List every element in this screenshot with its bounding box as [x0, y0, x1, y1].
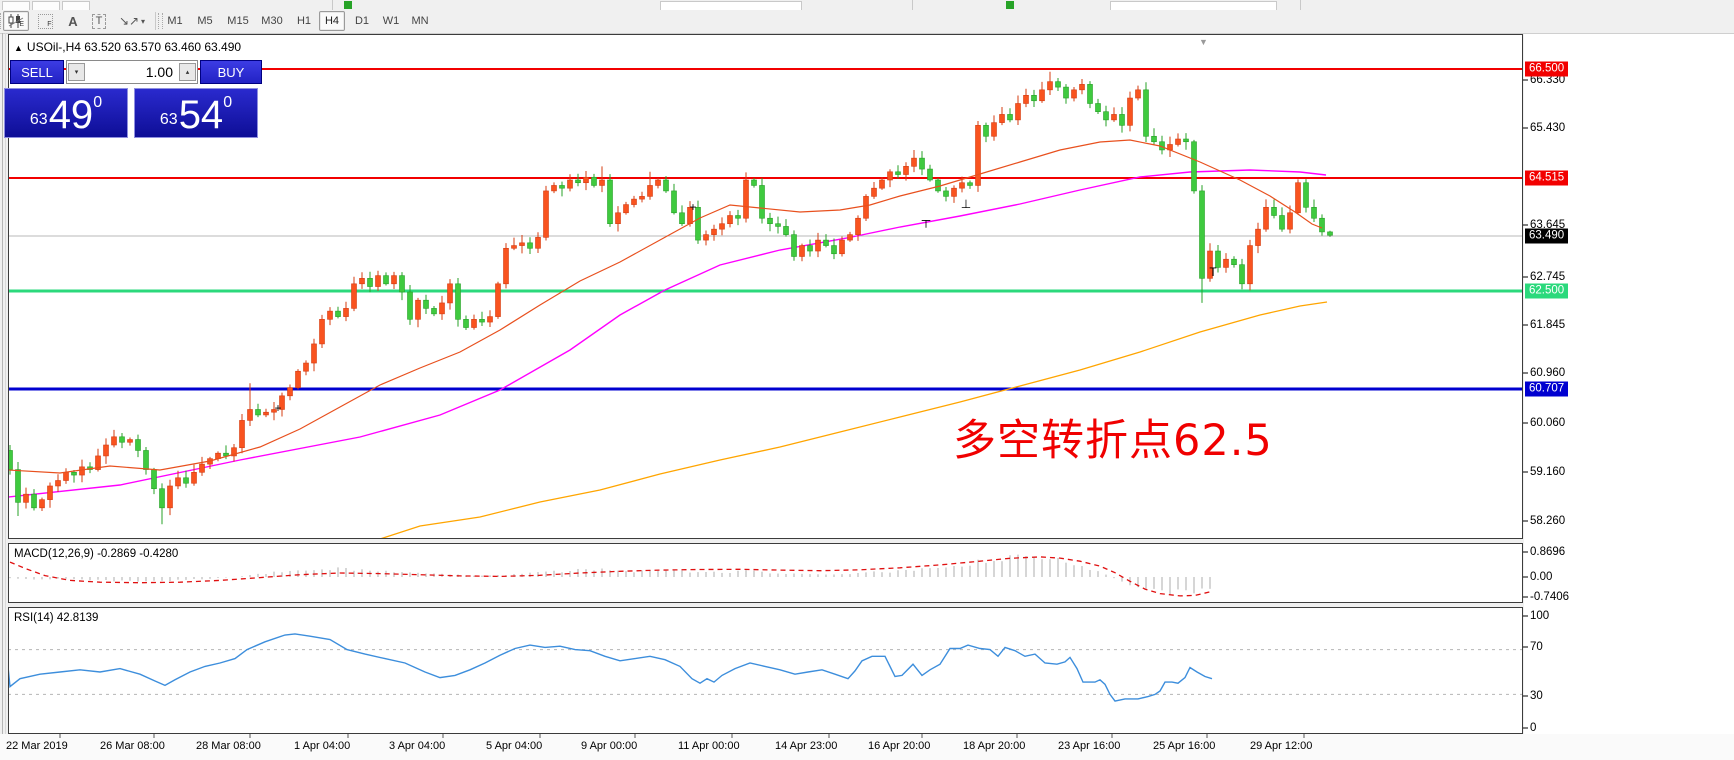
buy-price-display[interactable]: 63 54 0 — [134, 88, 258, 138]
price-tick: 62.745 — [1530, 271, 1566, 283]
volume-input[interactable]: ▾ 1.00 ▴ — [66, 60, 198, 84]
price-badge: 63.490 — [1525, 228, 1569, 244]
chart-header: ▲ USOil-,H4 63.520 63.570 63.460 63.490 — [14, 40, 241, 54]
rsi-label: RSI(14) 42.8139 — [14, 612, 99, 624]
separator — [1300, 0, 1301, 10]
date-tick: 3 Apr 04:00 — [389, 740, 446, 752]
timeframe-W1[interactable]: W1 — [382, 15, 400, 27]
toolbar-grip[interactable] — [158, 13, 163, 29]
date-tick: 23 Apr 16:00 — [1058, 740, 1121, 752]
indicator-tick: 0.8696 — [1530, 546, 1566, 558]
chart-annotation-text: 多空转折点62.5 — [953, 416, 1273, 466]
status-green-square — [344, 1, 352, 9]
date-tick: 11 Apr 00:00 — [678, 740, 740, 752]
window-edge — [2, 33, 3, 758]
volume-value[interactable]: 1.00 — [145, 64, 173, 80]
sell-button[interactable]: SELL — [10, 60, 64, 84]
collapse-triangle-icon[interactable]: ▲ — [14, 43, 23, 53]
price-tick: 58.260 — [1530, 515, 1566, 527]
date-tick: 16 Apr 20:00 — [868, 740, 931, 752]
chevron-down-icon: ▾ — [141, 16, 146, 26]
price-tick: 59.160 — [1530, 466, 1566, 478]
date-tick: 26 Mar 08:00 — [100, 740, 165, 752]
price-badge: 64.515 — [1525, 170, 1569, 186]
date-tick: 1 Apr 04:00 — [294, 740, 351, 752]
grid-icon: F — [37, 13, 53, 29]
date-tick: 25 Apr 16:00 — [1153, 740, 1216, 752]
letter-a-icon: A — [68, 13, 78, 29]
volume-decrease-button[interactable]: ▾ — [68, 63, 85, 81]
date-tick: 18 Apr 20:00 — [963, 740, 1026, 752]
buy-price-prefix: 63 — [159, 111, 178, 128]
label-tool-button[interactable]: T — [86, 11, 112, 31]
price-tick: 60.960 — [1530, 367, 1566, 379]
volume-increase-button[interactable]: ▴ — [179, 63, 196, 81]
indicator-tick: 30 — [1530, 690, 1543, 702]
price-tick: 60.060 — [1530, 417, 1566, 429]
price-badge: 60.707 — [1525, 381, 1569, 397]
price-badge: 62.500 — [1525, 283, 1569, 299]
price-tick: 63.645 — [1530, 219, 1566, 231]
date-tick: 9 Apr 00:00 — [581, 740, 638, 752]
price-tick: 61.845 — [1530, 319, 1566, 331]
date-tick: 29 Apr 12:00 — [1250, 740, 1313, 752]
price-tick: 66.330 — [1530, 74, 1566, 86]
macd-label: MACD(12,26,9) -0.2869 -0.4280 — [14, 548, 179, 560]
timeframe-M30[interactable]: M30 — [261, 15, 283, 27]
rsi-panel[interactable] — [8, 607, 1523, 734]
date-axis-strip — [0, 734, 1734, 760]
date-tick: 5 Apr 04:00 — [486, 740, 543, 752]
text-tool-button[interactable]: A — [62, 11, 84, 31]
status-green-square — [1006, 1, 1014, 9]
separator — [332, 0, 333, 10]
timeframe-MN[interactable]: MN — [411, 15, 429, 27]
timeframe-D1[interactable]: D1 — [354, 15, 370, 27]
indicator-tick: 70 — [1530, 641, 1543, 653]
grid-button[interactable]: F — [33, 11, 57, 31]
timeframe-H1[interactable]: H1 — [296, 15, 312, 27]
chart-style-button[interactable]: E — [3, 11, 29, 31]
date-tick: 14 Apr 23:00 — [775, 740, 838, 752]
indicator-tick: -0.7406 — [1530, 591, 1570, 603]
chart-title: USOil-,H4 63.520 63.570 63.460 63.490 — [26, 40, 242, 54]
macd-panel[interactable] — [8, 543, 1523, 603]
window-edge — [5, 33, 6, 758]
candlestick-icon: E — [8, 14, 24, 28]
timeframe-H4[interactable]: H4 — [319, 11, 345, 31]
separator — [912, 0, 913, 10]
letter-t-icon: T — [91, 13, 107, 29]
indicator-tick: 0 — [1530, 722, 1537, 734]
date-tick: 28 Mar 08:00 — [196, 740, 261, 752]
icon-subscript: E — [19, 21, 24, 28]
diagonal-arrows-icon: ↘↗ — [118, 14, 140, 28]
timeframe-M5[interactable]: M5 — [197, 15, 213, 27]
indicator-tick: 0.00 — [1530, 571, 1553, 583]
timeframe-M1[interactable]: M1 — [167, 15, 183, 27]
buy-price-sup: 0 — [223, 94, 233, 111]
buy-button[interactable]: BUY — [200, 60, 262, 84]
indicator-tick: 100 — [1530, 610, 1550, 622]
buy-price-main: 54 — [178, 93, 224, 137]
sell-price-main: 49 — [48, 93, 94, 137]
arrows-tool-button[interactable]: ↘↗ ▾ — [114, 11, 150, 31]
sell-price-sup: 0 — [93, 94, 103, 111]
date-tick: 22 Mar 2019 — [6, 740, 68, 752]
toolbar: E F A T ↘↗ ▾ M1 M5 M15 M30 H1 H4 D1 W1 MN — [0, 10, 1734, 34]
icon-subscript: F — [47, 20, 52, 28]
sell-price-display[interactable]: 63 49 0 — [4, 88, 128, 138]
separator — [155, 12, 156, 30]
price-tick: 65.430 — [1530, 122, 1566, 134]
one-click-trade-panel: SELL ▾ 1.00 ▴ BUY 63 49 0 63 54 0 — [4, 57, 266, 141]
sell-price-prefix: 63 — [29, 111, 48, 128]
chart-shift-marker-icon[interactable]: ▼ — [1199, 37, 1208, 47]
price-badge: 66.500 — [1525, 61, 1569, 77]
timeframe-M15[interactable]: M15 — [227, 15, 249, 27]
